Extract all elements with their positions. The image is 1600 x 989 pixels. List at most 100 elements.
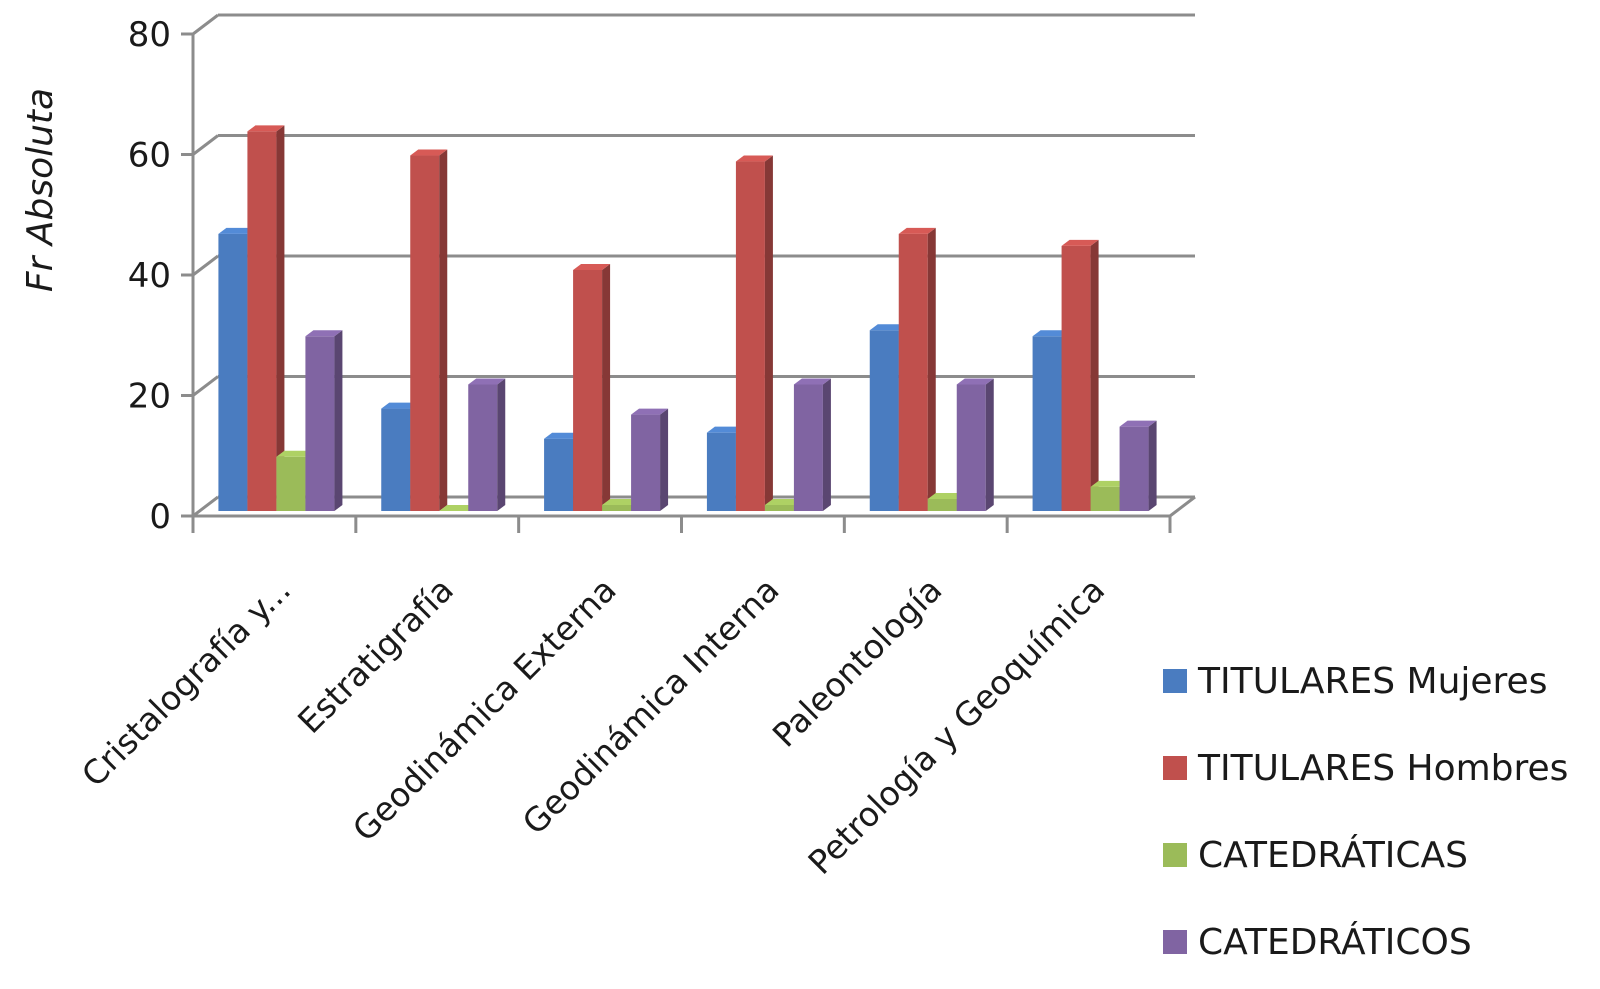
bar-front <box>218 233 248 511</box>
bar-front <box>706 432 736 511</box>
bar-front <box>573 270 603 511</box>
bar <box>631 408 669 511</box>
bar-front <box>247 131 277 512</box>
axes: 0 20 40 60 80 <box>128 15 1172 537</box>
legend-entry: TITULARES Mujeres <box>1163 661 1547 702</box>
bar-top <box>1061 239 1099 246</box>
bar-front <box>898 233 928 511</box>
bar <box>410 149 448 511</box>
bar-front <box>305 336 335 511</box>
bar-top <box>927 492 965 499</box>
bar-side <box>660 408 669 511</box>
bar-top <box>439 505 477 511</box>
bar-front <box>1032 336 1062 511</box>
y-axis-title: Fr Absoluta <box>20 88 61 292</box>
bar-top <box>305 330 343 337</box>
bar-front <box>869 330 899 511</box>
bar-top <box>956 378 994 385</box>
y-tick-label: 80 <box>128 15 171 55</box>
x-category-label: Paleontología <box>765 570 950 755</box>
bar-front <box>764 504 794 511</box>
x-category-label: Cristalografía y... <box>74 570 298 794</box>
bar-front <box>1090 486 1120 511</box>
bar-top <box>735 155 773 162</box>
bar-side <box>602 264 611 511</box>
bar-top <box>793 378 831 385</box>
legend-swatch <box>1163 843 1187 867</box>
bar-top <box>247 125 285 132</box>
bar-front <box>381 408 411 511</box>
bar-top <box>544 432 582 439</box>
bar-side <box>439 149 448 511</box>
legend-label: CATEDRÁTICOS <box>1198 921 1472 963</box>
bar-side <box>276 125 285 512</box>
bar-front <box>544 438 574 511</box>
bar-front <box>956 384 986 511</box>
bar-top <box>706 426 744 433</box>
bar-front <box>735 161 765 512</box>
gridline-diagonal <box>192 13 219 36</box>
bar-top <box>381 402 419 409</box>
bar-top <box>631 408 669 415</box>
bar-side <box>334 330 343 511</box>
bar-front <box>1061 245 1091 511</box>
bar <box>898 227 936 511</box>
gridline-diagonal <box>192 495 219 518</box>
bar-top <box>1032 330 1070 337</box>
legend-entry: CATEDRÁTICOS <box>1163 921 1472 963</box>
bar <box>956 378 994 511</box>
gridline-diagonal <box>192 375 219 397</box>
bar-top <box>602 498 640 505</box>
bar <box>1119 420 1157 511</box>
bar-front <box>793 384 823 511</box>
bar-top <box>898 227 936 234</box>
y-tick-label: 0 <box>149 497 171 537</box>
gridline-diagonal <box>192 254 219 277</box>
bar-front <box>468 384 498 511</box>
bar-top <box>276 450 314 457</box>
bar <box>735 155 773 512</box>
legend-label: TITULARES Mujeres <box>1197 661 1547 702</box>
y-tick-label: 60 <box>128 136 171 176</box>
bar-front <box>1119 426 1149 511</box>
bar-side <box>927 227 936 511</box>
bar-side <box>822 378 831 511</box>
bar <box>305 330 343 511</box>
bar-front <box>602 504 632 511</box>
bar-top <box>410 149 448 156</box>
bar-front <box>927 498 957 511</box>
bar-front <box>276 456 306 511</box>
x-category-label: Estratigrafía <box>290 570 461 741</box>
gridline-diagonal <box>192 134 219 156</box>
bar <box>573 264 611 511</box>
bar-top <box>1119 420 1157 427</box>
bar <box>247 125 285 512</box>
floor-right-edge <box>1169 495 1196 518</box>
legend: TITULARES Mujeres TITULARES Hombres CATEDR… <box>1163 661 1568 963</box>
legend-swatch <box>1163 756 1187 780</box>
legend-swatch <box>1163 669 1187 693</box>
bar <box>1061 239 1099 511</box>
legend-entry: TITULARES Hombres <box>1163 748 1568 789</box>
legend-entry: CATEDRÁTICAS <box>1163 834 1468 876</box>
y-tick-label: 20 <box>128 377 171 417</box>
bar-front <box>410 155 440 511</box>
bars <box>218 125 1157 512</box>
legend-swatch <box>1163 930 1187 954</box>
bar <box>793 378 831 511</box>
bar-side <box>985 378 994 511</box>
bar <box>468 378 506 511</box>
x-category-label: Geodinámica Externa <box>345 570 624 849</box>
bar-top <box>1090 480 1128 487</box>
bar-side <box>1148 420 1157 511</box>
bar-top <box>218 227 256 234</box>
legend-label: TITULARES Hombres <box>1197 748 1568 789</box>
legend-label: CATEDRÁTICAS <box>1198 834 1468 876</box>
bar-top <box>573 264 611 270</box>
bar-front <box>631 414 661 511</box>
y-tick-label: 40 <box>128 256 171 296</box>
bar-side <box>1090 239 1099 511</box>
bar-side <box>497 378 506 511</box>
